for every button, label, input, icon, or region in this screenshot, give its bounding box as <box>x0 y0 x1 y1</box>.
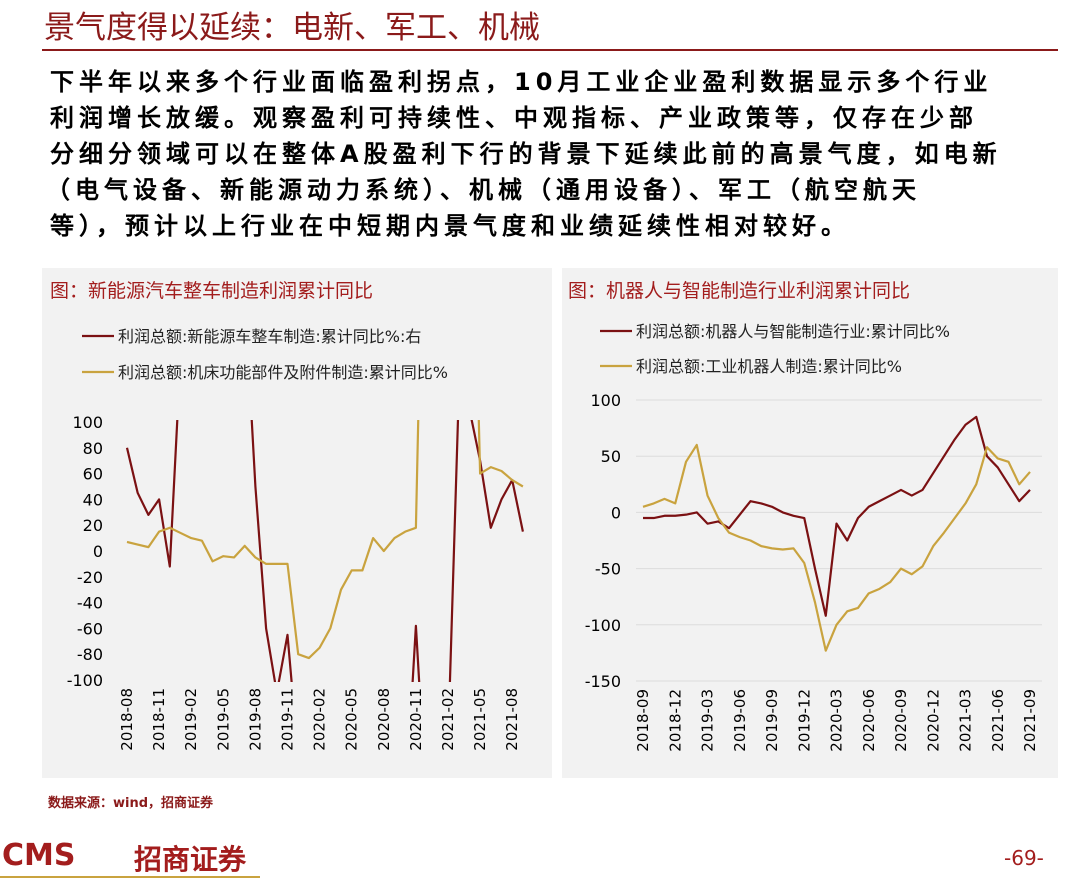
series-line <box>125 420 524 682</box>
y-tick-label: 100 <box>590 391 621 410</box>
x-tick-label: 2020-06 <box>860 689 878 752</box>
y-tick-label: 0 <box>611 503 621 522</box>
legend-label: 利润总额:新能源车整车制造:累计同比%:右 <box>118 327 421 346</box>
x-tick-label: 2020-12 <box>924 689 942 752</box>
y-tick-label: -100 <box>67 671 103 690</box>
y-tick-label: -40 <box>77 594 103 613</box>
footer-rule <box>0 876 260 878</box>
x-tick-label: 2019-05 <box>214 688 232 751</box>
x-tick-label: 2019-02 <box>182 688 200 751</box>
x-tick-label: 2020-09 <box>892 689 910 752</box>
source-note: 数据来源：wind，招商证券 <box>48 796 214 811</box>
series-line <box>643 415 1031 617</box>
x-tick-label: 2021-02 <box>439 688 457 751</box>
chart-panel <box>562 268 1058 778</box>
y-tick-label: -100 <box>585 616 621 635</box>
y-tick-label: -20 <box>77 568 103 587</box>
legend-label: 利润总额:机器人与智能制造行业:累计同比% <box>636 322 950 341</box>
x-tick-label: 2018-09 <box>634 689 652 752</box>
legend-label: 利润总额:工业机器人制造:累计同比% <box>636 357 902 376</box>
y-tick-label: 20 <box>83 516 103 535</box>
x-tick-label: 2019-12 <box>795 689 813 752</box>
page-number: -69- <box>1004 846 1044 870</box>
chart-title: 图：新能源汽车整车制造利润累计同比 <box>50 280 373 302</box>
y-tick-label: 40 <box>83 490 103 509</box>
x-tick-label: 2019-03 <box>699 689 717 752</box>
slide-title: 景气度得以延续：电新、军工、机械 <box>44 10 540 46</box>
body-line: 下半年以来多个行业面临盈利拐点，10月工业企业盈利数据显示多个行业 <box>50 68 993 96</box>
y-tick-label: -80 <box>77 645 103 664</box>
x-tick-label: 2021-03 <box>957 689 975 752</box>
y-tick-label: -50 <box>595 560 621 579</box>
y-tick-label: -60 <box>77 619 103 638</box>
brand: 招商证券 <box>134 843 247 876</box>
x-tick-label: 2019-11 <box>279 688 297 751</box>
y-tick-label: 100 <box>72 413 103 432</box>
x-tick-label: 2020-08 <box>375 688 393 751</box>
x-tick-label: 2020-11 <box>407 688 425 751</box>
logo: CMS <box>2 838 76 873</box>
legend-label: 利润总额:机床功能部件及附件制造:累计同比% <box>118 363 448 382</box>
body-line: （电气设备、新能源动力系统）、机械（通用设备）、军工（航空航天 <box>46 176 921 204</box>
series-line <box>126 420 524 660</box>
y-tick-label: 0 <box>93 542 103 561</box>
x-tick-label: 2018-08 <box>118 688 136 751</box>
x-tick-label: 2020-03 <box>828 689 846 752</box>
x-tick-label: 2018-12 <box>666 689 684 752</box>
series-line <box>642 443 1031 652</box>
x-tick-label: 2021-09 <box>1021 689 1039 752</box>
body-line: 分细分领域可以在整体A股盈利下行的背景下延续此前的高景气度，如电新 <box>50 140 1002 168</box>
y-tick-label: -150 <box>585 672 621 691</box>
body-line: 等），预计以上行业在中短期内景气度和业绩延续性相对较好。 <box>50 212 850 240</box>
x-tick-label: 2020-02 <box>311 688 329 751</box>
chart-title: 图：机器人与智能制造行业利润累计同比 <box>568 280 910 302</box>
body-line: 利润增长放缓。观察盈利可持续性、中观指标、产业政策等，仅存在少部 <box>50 104 978 132</box>
y-tick-label: 80 <box>83 439 103 458</box>
x-tick-label: 2019-08 <box>246 688 264 751</box>
x-tick-label: 2020-05 <box>343 688 361 751</box>
x-tick-label: 2021-08 <box>503 688 521 751</box>
x-tick-label: 2018-11 <box>150 688 168 751</box>
y-tick-label: 60 <box>83 465 103 484</box>
x-tick-label: 2019-06 <box>731 689 749 752</box>
x-tick-label: 2021-06 <box>989 689 1007 752</box>
x-tick-label: 2021-05 <box>471 688 489 751</box>
chart-panel <box>42 268 552 778</box>
y-tick-label: 50 <box>601 447 621 466</box>
x-tick-label: 2019-09 <box>763 689 781 752</box>
title-rule <box>42 49 1058 51</box>
